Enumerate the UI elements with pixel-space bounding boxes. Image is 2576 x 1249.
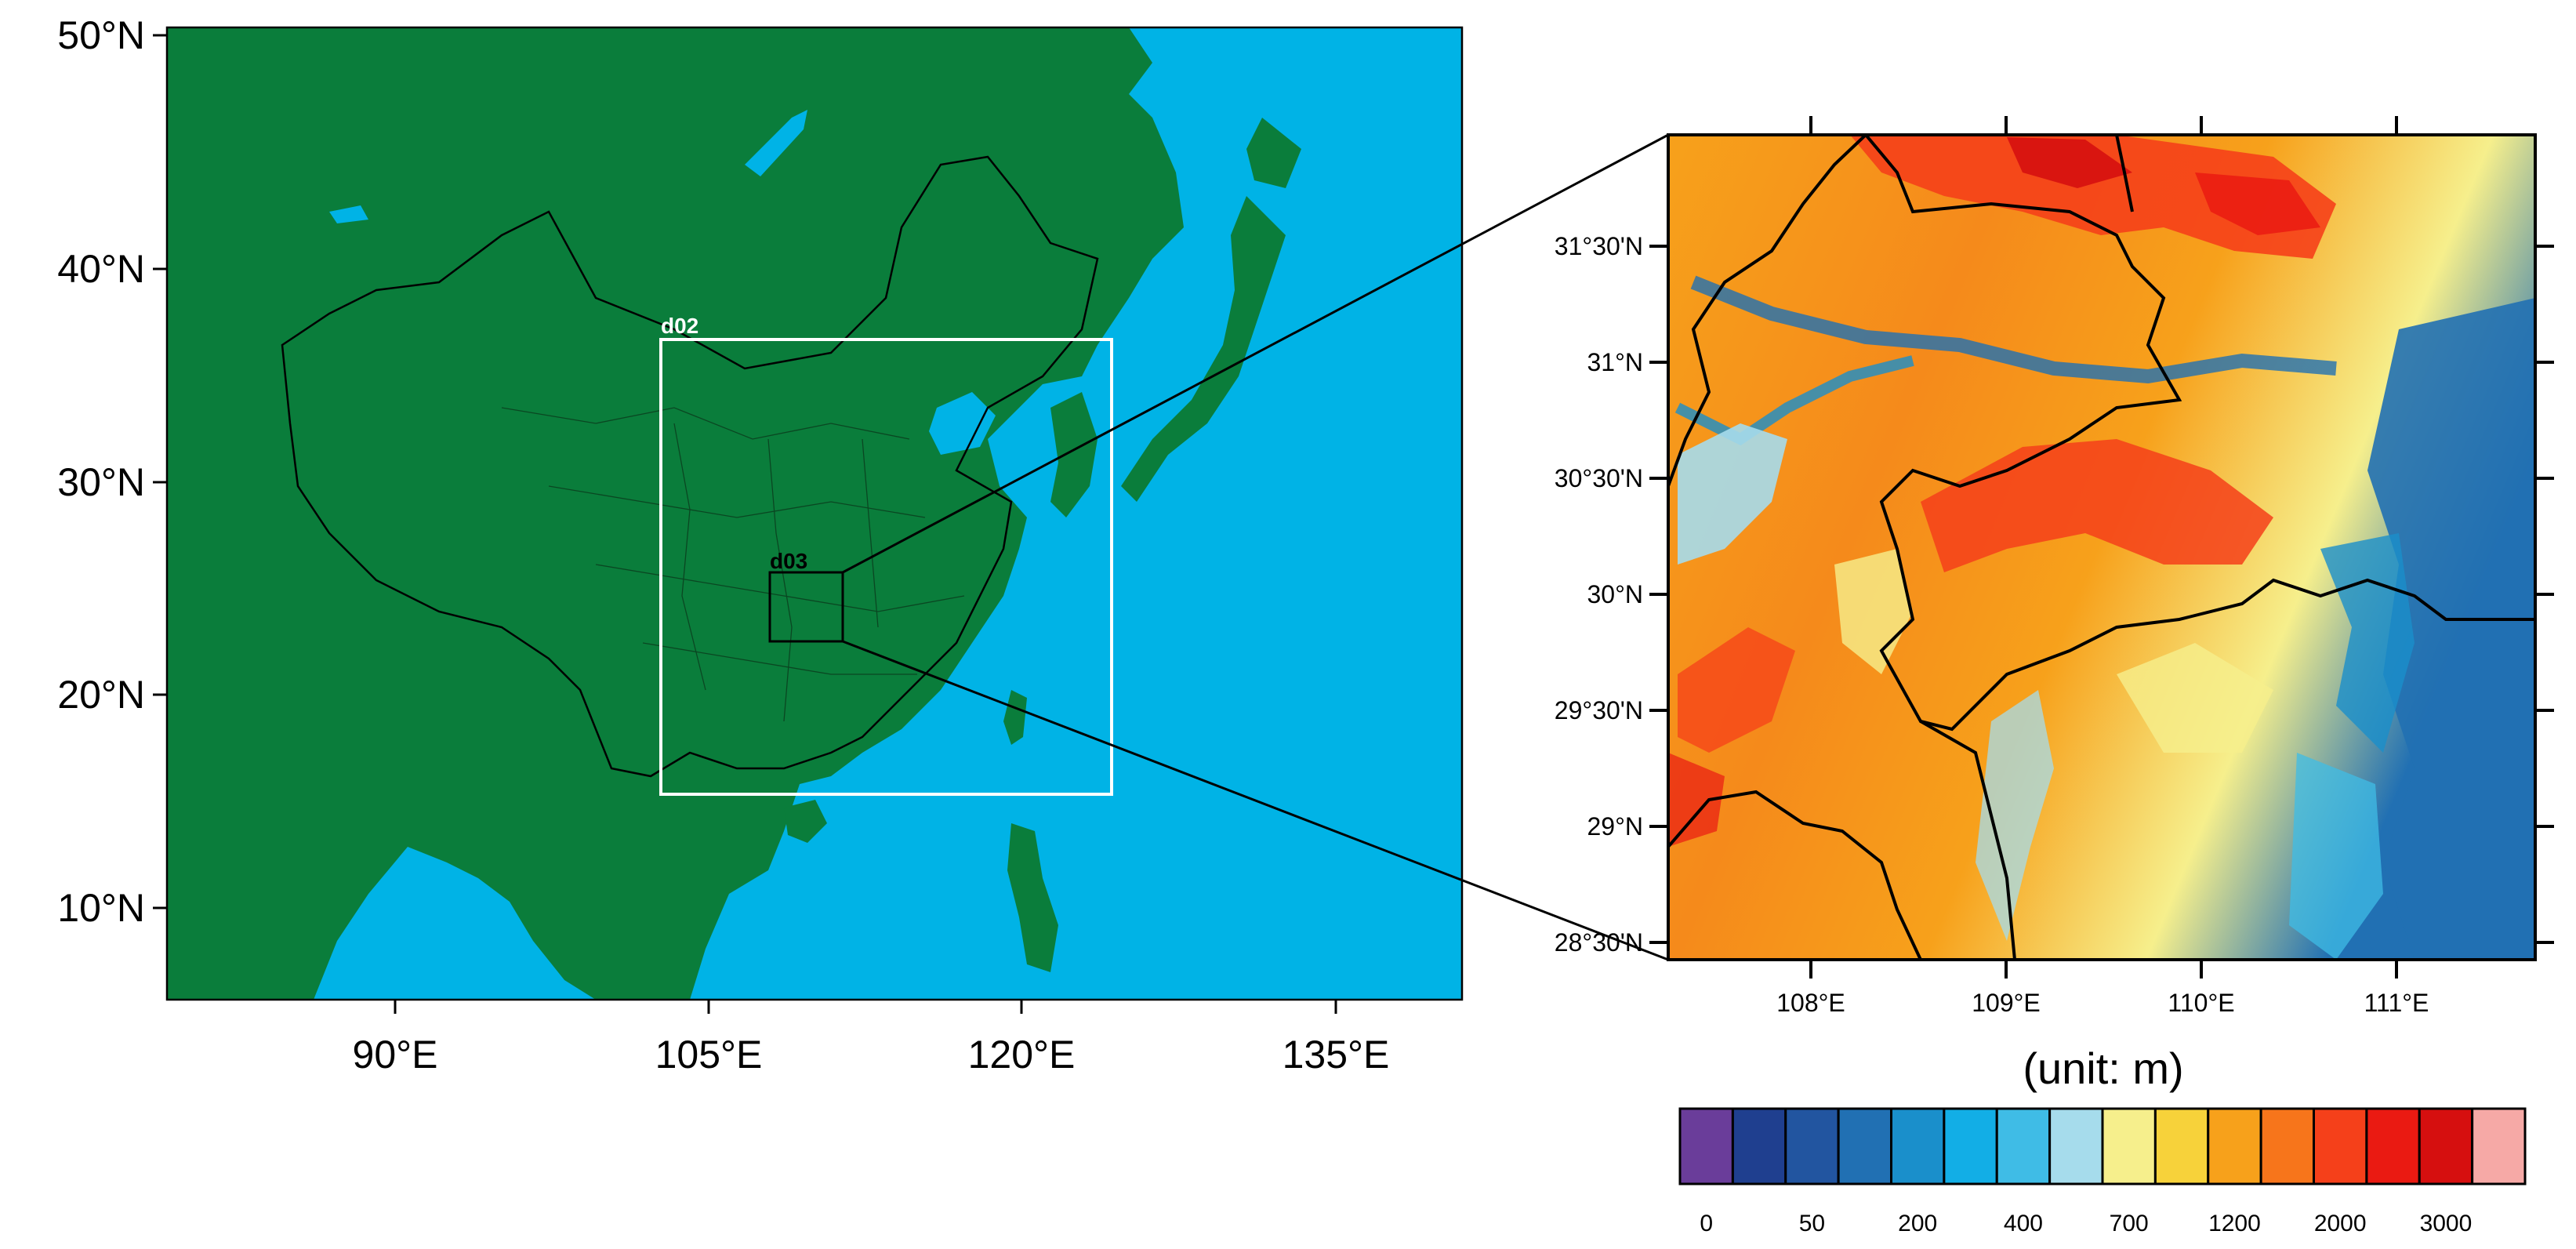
zoom-connector-top [842,133,1669,574]
lat-label: 28°30'N [1555,928,1643,957]
colorbar-label: 50 [1799,1211,1825,1236]
colorbar-swatch [1731,1107,1787,1185]
colorbar-swatch [2471,1107,2527,1185]
colorbar-swatch [2313,1107,2368,1185]
province-lines [501,407,965,722]
lon-label: 120°E [968,1033,1076,1077]
lon-label: 110°E [2168,989,2234,1017]
terrain-high-north [1850,135,2336,259]
philippines [1007,823,1058,972]
right-boundaries [1668,135,2535,960]
lon-label: 90°E [353,1033,438,1077]
domain-d02-box [659,338,1113,796]
colorbar-swatch [2418,1107,2474,1185]
lat-label: 30°30'N [1555,464,1643,492]
colorbar-label: 0 [1700,1211,1713,1236]
lat-label: 40°N [57,247,145,291]
colorbar-swatch [2153,1107,2210,1185]
lat-label: 31°30'N [1555,232,1643,260]
terrain-peak-north [2007,137,2132,188]
left-map: d02 d03 50°N 40°N 30°N 20°N 10°N 90°E 10… [57,13,1464,1077]
valley-south [1976,690,2054,941]
korea [1050,392,1098,517]
hokkaido [1246,118,1301,188]
left-map-frame [165,26,1464,1001]
terrain-peak-ne [2195,172,2320,235]
colorbar-swatches [1678,1107,2527,1185]
colorbar-legend: (unit: m) 0 50 200 400 700 1200 2000 3000 [1678,1044,2527,1236]
colorbar-label: 1200 [2208,1211,2261,1236]
valley-yellow-2 [2117,643,2273,753]
lat-label: 29°30'N [1555,696,1643,724]
terrain-high-southwest [1668,753,1725,847]
colorbar-label: 3000 [2420,1211,2473,1236]
legend-title: (unit: m) [2023,1044,2183,1093]
japan [1121,196,1286,502]
domain-d02-label: d02 [661,314,698,338]
right-lon-labels: 108°E 109°E 110°E 111°E [1776,989,2429,1017]
lon-label: 135°E [1283,1033,1390,1077]
terrain-low-east [2367,298,2535,960]
colorbar-swatch [2259,1107,2315,1185]
right-map-frame [1667,133,2537,961]
hainan [784,800,827,843]
colorbar-swatch [1837,1107,1892,1185]
river-valley-2 [1674,355,1914,446]
terrain-high-west [1678,627,1795,753]
lat-label: 50°N [57,13,145,57]
colorbar-swatch [1784,1107,1840,1185]
colorbar-swatch [1943,1107,1998,1185]
right-lat-labels: 31°30'N 31°N 30°30'N 30°N 29°30'N 29°N 2… [1555,232,1643,957]
valley-light-west [1678,423,1787,565]
river-valley-1 [1690,275,2337,384]
right-map: 31°30'N 31°N 30°30'N 30°N 29°30'N 29°N 2… [1555,116,2554,1017]
domain-d03-label: d03 [770,549,807,573]
lat-label: 30°N [57,460,145,504]
colorbar-swatch [2365,1107,2421,1185]
left-lon-labels: 90°E 105°E 120°E 135°E [353,1033,1390,1077]
colorbar-swatch [1678,1107,1734,1185]
lake-baikal [745,110,807,176]
lon-label: 108°E [1776,989,1845,1017]
zoom-connector-bottom [842,640,1669,961]
colorbar-swatch [1890,1107,1946,1185]
lon-label: 111°E [2364,989,2429,1017]
lake-balkhash [329,205,368,223]
colorbar-label: 400 [2004,1211,2043,1236]
colorbar-label: 200 [1898,1211,1937,1236]
land-mass [167,27,1184,1000]
lat-label: 30°N [1587,580,1644,608]
lat-label: 20°N [57,673,145,717]
lat-label: 10°N [57,886,145,930]
taiwan [1003,690,1027,745]
lon-label: 105°E [655,1033,763,1077]
domain-d03-box [768,571,844,643]
bohai-sea [929,392,996,455]
colorbar-swatch [2207,1107,2262,1185]
left-lat-labels: 50°N 40°N 30°N 20°N 10°N [57,13,145,930]
colorbar-label: 2000 [2314,1211,2367,1236]
left-ticks [153,34,1337,1014]
lon-label: 109°E [1972,989,2041,1017]
colorbar-swatch [2101,1107,2157,1185]
lat-label: 31°N [1587,348,1644,376]
china-border [281,155,1099,778]
right-ticks [1649,116,2554,979]
terrain-high-central [1921,439,2273,572]
colorbar-labels: 0 50 200 400 700 1200 2000 3000 [1700,1211,2472,1236]
colorbar-label: 700 [2110,1211,2149,1236]
terrain-low-east-3 [2289,753,2383,960]
lat-label: 29°N [1587,812,1644,841]
colorbar-swatch [1995,1107,2052,1185]
valley-yellow-1 [1834,549,1913,674]
colorbar-swatch [2048,1107,2104,1185]
